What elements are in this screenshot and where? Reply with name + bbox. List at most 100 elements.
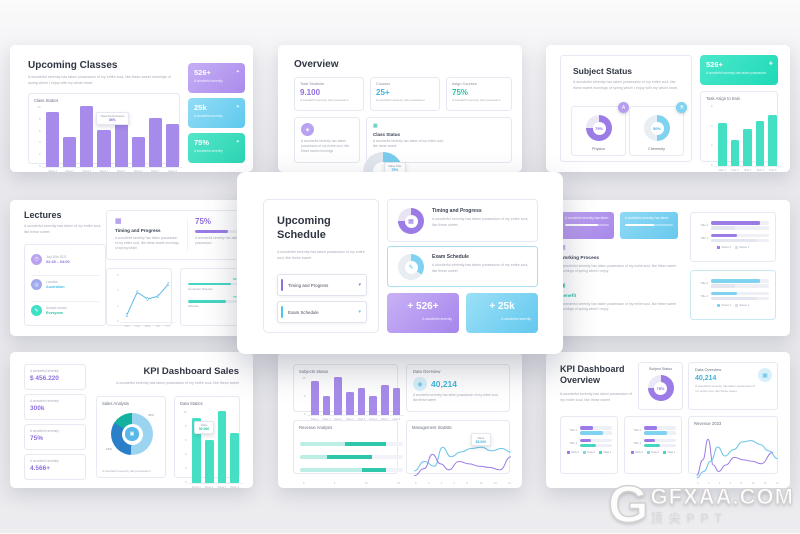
weekly-line-chart-card: 6 4 2 0 Mon Tue Wed Thu Fri [106,268,175,328]
gfxaa-logo-icon: G [607,476,649,534]
chart-title: Subjects Status [299,369,329,374]
page-title: Upcoming Classes [28,60,118,71]
stat-value: 526+ [194,68,211,77]
info-value: Everyone [46,311,64,316]
chevron-down-icon: ▾ [358,282,361,288]
subject-status-card: Subject Status A wonderful serenity has … [560,55,692,162]
course-progress-bars: 85% Computer Science 75% Science [188,277,239,308]
info-value: 02:45 – 04:00 [46,259,70,264]
stat-value: 9.100 [300,88,321,97]
big-stat-526: + 526+ A wonderful serenity [387,293,459,333]
progress-fill [195,230,228,233]
sales-analysis-card: Sales Analysis ▣ 33% 16% A wonderful seren… [96,396,166,478]
watermark-chinese: 顶尖PPT [650,510,728,525]
plus-icon: ✚ [768,61,773,67]
chart-title: Class Statics [34,98,59,103]
stat-value: 526+ [706,60,723,69]
timing-progress-card: ▦ Timing and Progress A wonderful sereni… [106,210,247,260]
slide-kpi-dashboard-overview: KPI Dashboard Overview A wonderful seren… [546,352,790,488]
stat-label: Courses [376,82,391,86]
info-card: ◈ A wonderful serenity has taken possess… [294,117,360,163]
kpi-value: $ 456.220 [30,375,59,382]
card-text: A wonderful serenity has taken possessio… [115,236,179,251]
class-status-card: ▦ Class Status A wonderful serenity has … [363,117,512,193]
section-title: Benefit [560,294,577,299]
clock-icon: ◷ [31,253,42,265]
card-text: A wonderful serenity has taken of my ent… [373,139,444,149]
page-title: KPI Dashboard Sales [143,366,239,377]
upcoming-schedule-card: Upcoming Schedule A wonderful serenity h… [263,199,379,333]
mini-progress-track [565,223,609,226]
slide-upcoming-schedule: Upcoming Schedule A wonderful serenity h… [237,172,563,354]
series-bar-chart-blue: Title 2 Title 1 Series 2 Series 1 [697,279,769,307]
revenue-analysis-card: Revenue Analysis 0 5 10 15 [293,420,403,485]
exam-schedule-select[interactable]: Exam Schedule ▾ [277,301,367,323]
chart-note: A wonderful serenity has possession [102,469,151,473]
watermark: G GFXAA.COM 顶尖PPT [607,476,794,534]
feature-title: Exam Schedule [432,254,469,260]
progress-track [195,230,239,233]
slide-overview: Overview Total Students 9.100 A wonderfu… [278,45,522,193]
lecture-info-card: ◷ July 30th 2021 02:45 – 04:00 ◎ Locatio… [24,244,106,326]
stat-label: A wonderful serenity has taken possessio… [706,71,767,75]
overview-value: 40,214 [431,379,457,389]
kpi-card-revenue: A wonderful serenity $ 456.220 [24,364,86,390]
feature-text: A wonderful serenity has taken possessio… [432,217,529,227]
slide-subject-status: Subject Status A wonderful serenity has … [546,45,790,172]
stat-card-75: 75% A wonderful serenity ✦ [188,133,245,163]
page-title: KPI Dashboard Overview [560,364,625,386]
stat-card-total-students: Total Students 9.100 A wonderful serenit… [294,77,364,111]
timing-progress-select[interactable]: Timing and Progress ▾ [277,274,367,296]
physics-card: 75% Physics A [571,102,629,156]
data-overview-card: Data Overview ▣ 40,214 A wonderful seren… [688,362,778,410]
stat-value: + 25k [489,301,515,312]
select-label: Timing and Progress [288,282,329,288]
task-bar-chart: 6 4 2 0 Task 1 Task 2 Task 3 Task 4 Task 5 [705,105,781,174]
select-accent [281,279,283,291]
select-label: Exam Schedule [288,309,319,315]
slide-description: A wonderful serenity has taken possessio… [560,392,632,402]
progress-value: 75% [195,217,212,226]
stat-sub: A wonderful serenity has possession [300,98,349,102]
page-title: Subject Status [573,66,633,76]
class-status-icon: ▦ [373,123,378,129]
card-text: A wonderful serenity has taken possessio… [413,393,499,402]
kpi-value: 300k [30,405,45,412]
chemistry-card: 50% Chemistry ⚗ [629,102,687,156]
feature-title: Timing and Progress [432,208,482,214]
timing-ring-icon: ▦ [398,208,424,234]
stat-label: A wonderful serenity [194,79,223,83]
subject-donut-chart: 75% [647,375,674,401]
stat-value: + 526+ [407,301,439,312]
mini-progress-fill [565,223,598,226]
management-statistic-card: Management Statistic 0 2 4 6 8 10 12 14 Value 65.… [406,420,510,485]
lecture-date-row: ◷ July 30th 2021 02:45 – 04:00 [31,251,99,268]
stat-icon: ✦ [235,69,240,75]
stat-sub: A wonderful serenity has possession [376,98,425,102]
kpi-card-4566: A wonderful serenity 4.566+ [24,454,86,480]
stat-card-526: 526+ A wonderful serenity ✦ [188,63,245,93]
card-title: Class Status [373,132,401,137]
exam-schedule-feature-card: ✎ Exam Schedule A wonderful serenity has… [387,246,538,287]
section-title: Working Process [560,256,600,261]
stat-icon: ✦ [235,139,240,145]
slide-description: A wonderful serenity has taken possessio… [573,80,679,90]
grouped-bar-chart-card-2: Title 2 Title 1 Data 3 Data 2 Data 1 [624,416,682,474]
slide-upcoming-classes: Upcoming Classes A wonderful serenity ha… [10,45,253,173]
timing-progress-feature-card: ▦ Timing and Progress A wonderful sereni… [387,199,538,242]
section-text: A wonderful serenity has taken possessio… [560,302,676,312]
divider [187,219,188,251]
calendar-icon: ▦ [115,218,122,225]
series-bar-chart-card-blue: Title 2 Title 1 Series 2 Series 1 [690,270,776,320]
stat-value: 75% [452,88,469,97]
watermark-site: GFXAA.COM [650,483,794,509]
kpi-value: 75% [30,435,44,442]
chart-title: Sales Analysis [102,401,129,406]
data-overview-icon: ◉ [413,377,427,391]
stat-label: Total Students [300,82,325,86]
task-chart-card: Task Asign to train 6 4 2 0 Task 1 Task 2 Task… [700,91,781,172]
stat-card-25k: 25k A wonderful serenity ✦ [188,98,245,128]
card-title: Timing and Progress [115,228,161,233]
subject-status-mini-card: Subject Status 75% [638,362,683,410]
